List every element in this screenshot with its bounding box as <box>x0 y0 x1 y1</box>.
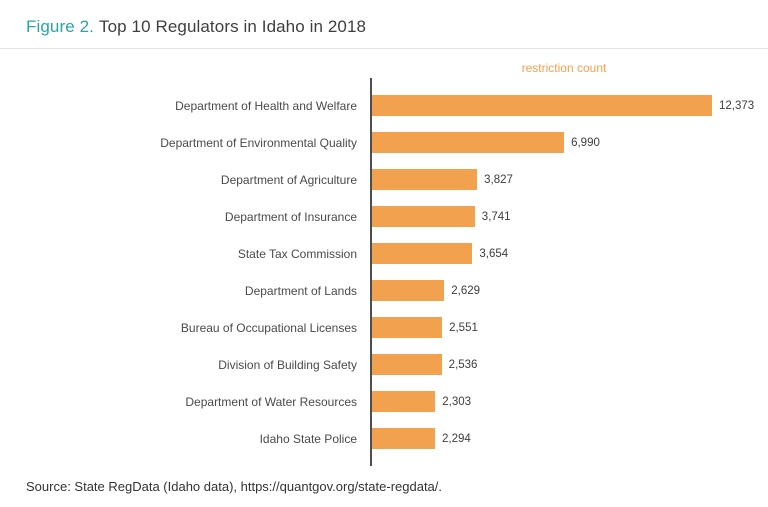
value-label: 3,654 <box>479 247 509 260</box>
chart-row: Department of Environmental Quality 6,990 <box>0 124 758 161</box>
value-label: 2,294 <box>442 432 471 445</box>
category-label: Division of Building Safety <box>218 357 357 372</box>
value-label: 2,629 <box>451 284 481 297</box>
value-label: 2,536 <box>448 358 478 371</box>
bar-track: 2,294 <box>370 420 758 457</box>
chart-row: Department of Agriculture 3,827 <box>0 161 758 198</box>
category-label: Department of Lands <box>244 283 357 298</box>
value-axis-label: restriction count <box>521 61 607 75</box>
value-label: 2,303 <box>442 395 472 408</box>
axis-cap-bottom <box>0 457 758 466</box>
figure-header: Figure 2. Top 10 Regulators in Idaho in 2… <box>0 0 768 49</box>
figure-title: Top 10 Regulators in Idaho in 2018 <box>99 17 367 36</box>
bar <box>372 317 443 338</box>
bar <box>372 243 473 264</box>
bar-track: 3,741 <box>370 198 758 235</box>
bar-track: 12,373 <box>370 87 758 124</box>
chart-row: Department of Water Resources 2,303 <box>0 383 758 420</box>
category-label: Department of Health and Welfare <box>175 98 357 113</box>
chart-row: Idaho State Police 2,294 <box>0 420 758 457</box>
axis-line <box>370 78 758 87</box>
figure-label: Figure 2. <box>26 17 94 36</box>
chart-row: Division of Building Safety 2,536 <box>0 346 758 383</box>
axis-header-row: restriction count <box>0 61 758 78</box>
category-label: Department of Environmental Quality <box>160 135 357 150</box>
axis-line <box>370 457 758 466</box>
bar <box>372 95 712 116</box>
value-label: 2,551 <box>449 321 478 334</box>
bar-chart: restriction count Department of Health a… <box>0 61 768 466</box>
source-note: Source: State RegData (Idaho data), http… <box>26 479 443 494</box>
bar-track: 2,629 <box>370 272 758 309</box>
chart-row: Bureau of Occupational Licenses 2,551 <box>0 309 758 346</box>
category-label: Bureau of Occupational Licenses <box>180 320 357 335</box>
chart-row: Department of Lands 2,629 <box>0 272 758 309</box>
bar-track: 2,551 <box>370 309 758 346</box>
bar-track: 6,990 <box>370 124 758 161</box>
bar <box>372 280 445 301</box>
chart-row: State Tax Commission 3,654 <box>0 235 758 272</box>
category-label: Department of Agriculture <box>220 172 357 187</box>
category-label: Department of Water Resources <box>185 394 357 409</box>
bar <box>372 206 475 227</box>
bar-chart-rows: Department of Health and Welfare 12,373 De… <box>0 87 758 457</box>
bar <box>372 169 478 190</box>
axis-header-spacer <box>0 61 370 78</box>
category-label: State Tax Commission <box>237 246 357 261</box>
axis-cap-top <box>0 78 758 87</box>
bar <box>372 354 442 375</box>
value-label: 12,373 <box>719 99 755 112</box>
category-label: Department of Insurance <box>224 209 357 224</box>
bar-track: 2,536 <box>370 346 758 383</box>
value-label: 3,827 <box>484 173 513 186</box>
bar-track: 3,827 <box>370 161 758 198</box>
bar-track: 3,654 <box>370 235 758 272</box>
bar <box>372 428 436 449</box>
chart-row: Department of Health and Welfare 12,373 <box>0 87 758 124</box>
bar <box>372 132 565 153</box>
bar <box>372 391 436 412</box>
category-label: Idaho State Police <box>259 431 357 446</box>
bar-track: 2,303 <box>370 383 758 420</box>
chart-row: Department of Insurance 3,741 <box>0 198 758 235</box>
value-label: 3,741 <box>481 210 511 223</box>
value-label: 6,990 <box>571 136 600 149</box>
